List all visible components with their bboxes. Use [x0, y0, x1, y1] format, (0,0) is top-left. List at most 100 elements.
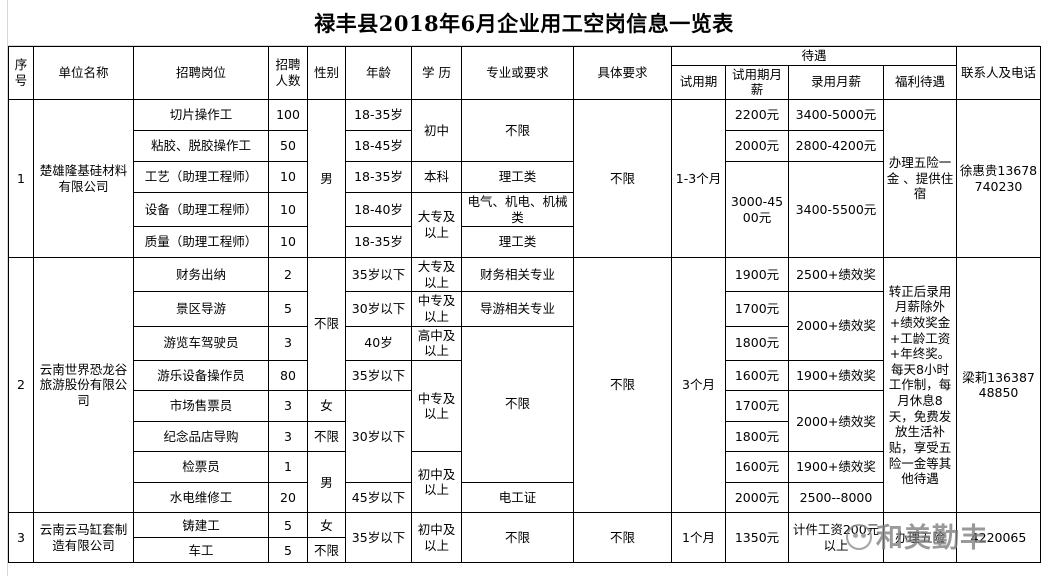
cell-age: 40岁	[345, 325, 412, 361]
cell-headcount: 2	[268, 257, 308, 293]
cell-specific: 不限	[573, 512, 672, 564]
table-row: 质量（助理工程师） 10 18-35岁 理工类	[9, 226, 1041, 259]
table-body: 1 楚雄隆基硅材料有限公司 切片操作工 100 男 18-35岁 初中 不限 不限 1-3个月 22…	[8, 98, 1042, 564]
col-header-age: 年龄	[345, 46, 412, 100]
cell-seq: 3	[8, 512, 34, 564]
cell-age: 30岁以下	[345, 291, 412, 327]
cell-post: 纪念品店导购	[133, 420, 269, 453]
cell-headcount: 3	[268, 420, 308, 453]
cell-headcount: 3	[268, 325, 308, 361]
col-header-trial-period: 试用期	[671, 64, 726, 100]
cell-headcount: 5	[268, 537, 308, 564]
cell-welfare: 办理五险	[882, 512, 958, 564]
cell-post: 工艺（助理工程师）	[133, 160, 269, 193]
cell-hire-salary: 2500--8000	[788, 481, 884, 514]
table-row: 纪念品店导购 3 不限 1800元	[9, 420, 1041, 453]
cell-headcount: 1	[268, 451, 308, 483]
cell-trial-salary: 2000元	[725, 129, 789, 162]
col-header-benefits-group: 待遇	[670, 46, 958, 66]
cell-headcount: 5	[268, 291, 308, 327]
cell-post: 水电维修工	[133, 481, 269, 514]
cell-hire-salary: 3400-5500元	[788, 160, 884, 259]
cell-post: 游览车驾驶员	[133, 325, 269, 361]
cell-education: 本科	[411, 160, 462, 193]
cell-age: 18-35岁	[345, 98, 412, 131]
cell-gender: 女	[307, 512, 346, 539]
cell-post: 检票员	[133, 451, 269, 483]
cell-hire-salary: 2000+绩效奖	[788, 390, 884, 453]
col-header-headcount: 招聘人数	[268, 46, 308, 100]
cell-gender: 不限	[307, 420, 346, 453]
table-row: 设备（助理工程师） 10 18-40岁 大专及以上 电气、机电、机械类	[9, 191, 1041, 259]
table-row: 2 云南世界恐龙谷旅游股份有限公司 财务出纳 2 不限 35岁以下 大专及以上 财务相关专业不…	[8, 257, 1042, 514]
cell-contact: 徐惠贵13678740230	[956, 98, 1042, 259]
cell-unit-name: 楚雄隆基硅材料有限公司	[33, 98, 134, 259]
cell-major: 电工证	[461, 481, 574, 514]
table-row: 1 楚雄隆基硅材料有限公司 切片操作工 100 男 18-35岁 初中 不限 不限 1-3个月 22…	[8, 98, 1042, 259]
cell-major: 不限	[461, 512, 574, 564]
cell-trial-period: 3个月	[671, 257, 726, 514]
cell-education: 初中及以上	[411, 512, 462, 564]
cell-gender: 男	[307, 98, 346, 259]
cell-headcount: 20	[268, 481, 308, 514]
cell-major: 导游相关专业	[461, 291, 574, 327]
cell-trial-salary: 1350元	[725, 512, 789, 564]
cell-headcount: 80	[268, 359, 308, 392]
cell-post: 铸建工	[133, 512, 269, 539]
table-row: 3 云南云马缸套制造有限公司 铸建工 5 女 35岁以下 初中及以上 不限 不限 1个月 1350元…	[8, 512, 1042, 564]
cell-gender: 不限	[307, 537, 346, 564]
cell-unit-name: 云南世界恐龙谷旅游股份有限公司	[33, 257, 134, 514]
cell-hire-salary: 2500+绩效奖	[788, 257, 884, 293]
cell-trial-salary: 1800元	[725, 325, 789, 361]
cell-major: 理工类	[461, 160, 574, 193]
page-title: 禄丰县2018年6月企业用工空岗信息一览表	[314, 10, 734, 36]
cell-education: 初中及以上	[411, 451, 462, 514]
col-header-contact: 联系人及电话	[956, 46, 1042, 100]
cell-education: 高中及以上	[411, 325, 462, 361]
cell-welfare: 办理五险一金 、提供住宿	[882, 98, 958, 259]
cell-age: 35岁以下	[345, 512, 412, 564]
col-header-seq: 序号	[8, 46, 34, 100]
cell-trial-period: 1-3个月	[671, 98, 726, 259]
table-header: 序号 单位名称 招聘岗位 招聘人数 性别 年龄 学 历 专业或要求 具体要求 待…	[8, 46, 1042, 100]
col-header-gender: 性别	[307, 46, 346, 100]
cell-trial-salary: 2000元	[725, 481, 789, 514]
cell-post: 景区导游	[133, 291, 269, 327]
cell-age: 45岁以下	[345, 481, 412, 514]
cell-major: 理工类	[461, 226, 574, 259]
cell-major: 财务相关专业	[461, 257, 574, 293]
cell-trial-salary: 1800元	[725, 420, 789, 453]
cell-trial-salary: 1600元	[725, 451, 789, 483]
cell-contact: 梁莉13638748850	[956, 257, 1042, 514]
cell-hire-salary: 1900+绩效奖	[788, 359, 884, 392]
cell-post: 粘胶、脱胶操作工	[133, 129, 269, 162]
cell-post: 切片操作工	[133, 98, 269, 131]
header-row-1: 序号 单位名称 招聘岗位 招聘人数 性别 年龄 学 历 专业或要求 具体要求 待…	[8, 46, 1042, 100]
col-header-major: 专业或要求	[461, 46, 574, 100]
cell-education: 初中	[411, 98, 462, 162]
cell-education: 中专及以上	[411, 291, 462, 327]
cell-age: 30岁以下	[345, 390, 412, 483]
table-row: 检票员 1 男 初中及以上 1600元 1900+绩效奖	[9, 451, 1041, 514]
cell-headcount: 10	[268, 160, 308, 193]
cell-seq: 1	[8, 98, 34, 259]
cell-trial-salary: 1600元	[725, 359, 789, 392]
cell-headcount: 10	[268, 191, 308, 228]
cell-education: 大专及以上	[411, 257, 462, 293]
cell-unit-name: 云南云马缸套制造有限公司	[33, 512, 134, 564]
cell-headcount: 10	[268, 226, 308, 259]
cell-welfare: 转正后录用月薪除外+绩效奖金+工龄工资+年终奖。每天8小时工作制，每月休息8天，…	[882, 257, 958, 514]
cell-hire-salary: 3400-5000元	[788, 98, 884, 131]
cell-post: 游乐设备操作员	[133, 359, 269, 392]
cell-gender: 不限	[307, 257, 346, 392]
cell-age: 18-35岁	[345, 160, 412, 193]
cell-hire-salary: 计件工资200元以上	[788, 512, 884, 564]
cell-trial-period: 1个月	[671, 512, 726, 564]
row-header-gutter	[0, 0, 8, 576]
job-vacancy-table: 序号 单位名称 招聘岗位 招聘人数 性别 年龄 学 历 专业或要求 具体要求 待…	[8, 46, 1042, 564]
cell-post: 质量（助理工程师）	[133, 226, 269, 259]
table-row: 游览车驾驶员 3 40岁 高中及以上 不限 1800元	[9, 325, 1041, 483]
cell-trial-salary: 1900元	[725, 257, 789, 293]
cell-age: 35岁以下	[345, 359, 412, 392]
